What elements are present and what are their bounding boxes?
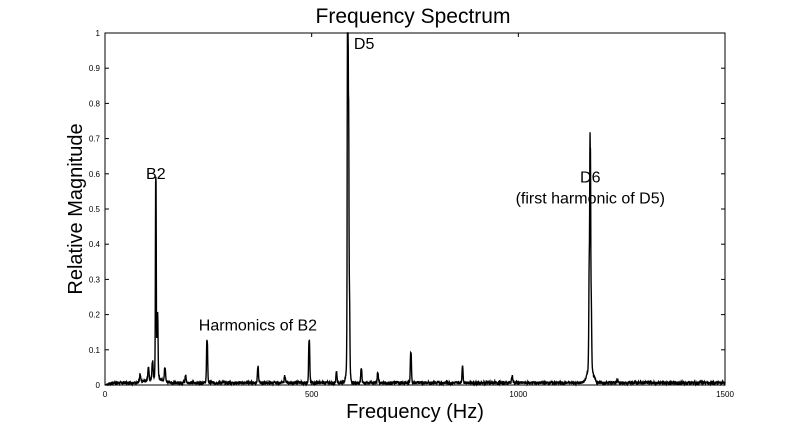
spectrum-line: [104, 32, 726, 387]
annotation-label: B2: [146, 166, 166, 183]
y-tick-label: 1: [96, 29, 101, 38]
y-tick-label: 0.6: [89, 170, 101, 179]
y-tick-label: 0.9: [89, 64, 101, 73]
x-axis-label: Frequency (Hz): [346, 401, 484, 423]
chart-title: Frequency Spectrum: [316, 5, 511, 28]
x-tick-label: 1500: [716, 390, 734, 399]
y-tick-label: 0.2: [89, 311, 101, 320]
annotation-label: (first harmonic of D5): [516, 191, 665, 208]
y-tick-label: 0.7: [89, 135, 101, 144]
y-tick-label: 0.1: [89, 346, 101, 355]
y-tick-label: 0.5: [89, 205, 101, 214]
y-tick-label: 0: [96, 381, 101, 390]
x-tick-label: 1000: [509, 390, 527, 399]
x-tick-label: 500: [305, 390, 319, 399]
y-tick-label: 0.3: [89, 275, 101, 284]
annotation-label: D6: [580, 170, 601, 187]
y-axis-label: Relative Magnitude: [65, 123, 87, 294]
annotation-label: Harmonics of B2: [199, 317, 317, 334]
y-tick-label: 0.4: [89, 240, 101, 249]
annotations: B2 Harmonics of B2 D5 D6 (first harmonic of …: [146, 36, 665, 335]
axis-ticks: 0 500 1000 1500 0 0.1 0.2 0.3 0.4 0.5 0.6 0.7 0.8 0.9…: [89, 29, 735, 399]
x-tick-label: 0: [103, 390, 108, 399]
annotation-label: D5: [354, 36, 375, 53]
y-tick-label: 0.8: [89, 99, 101, 108]
